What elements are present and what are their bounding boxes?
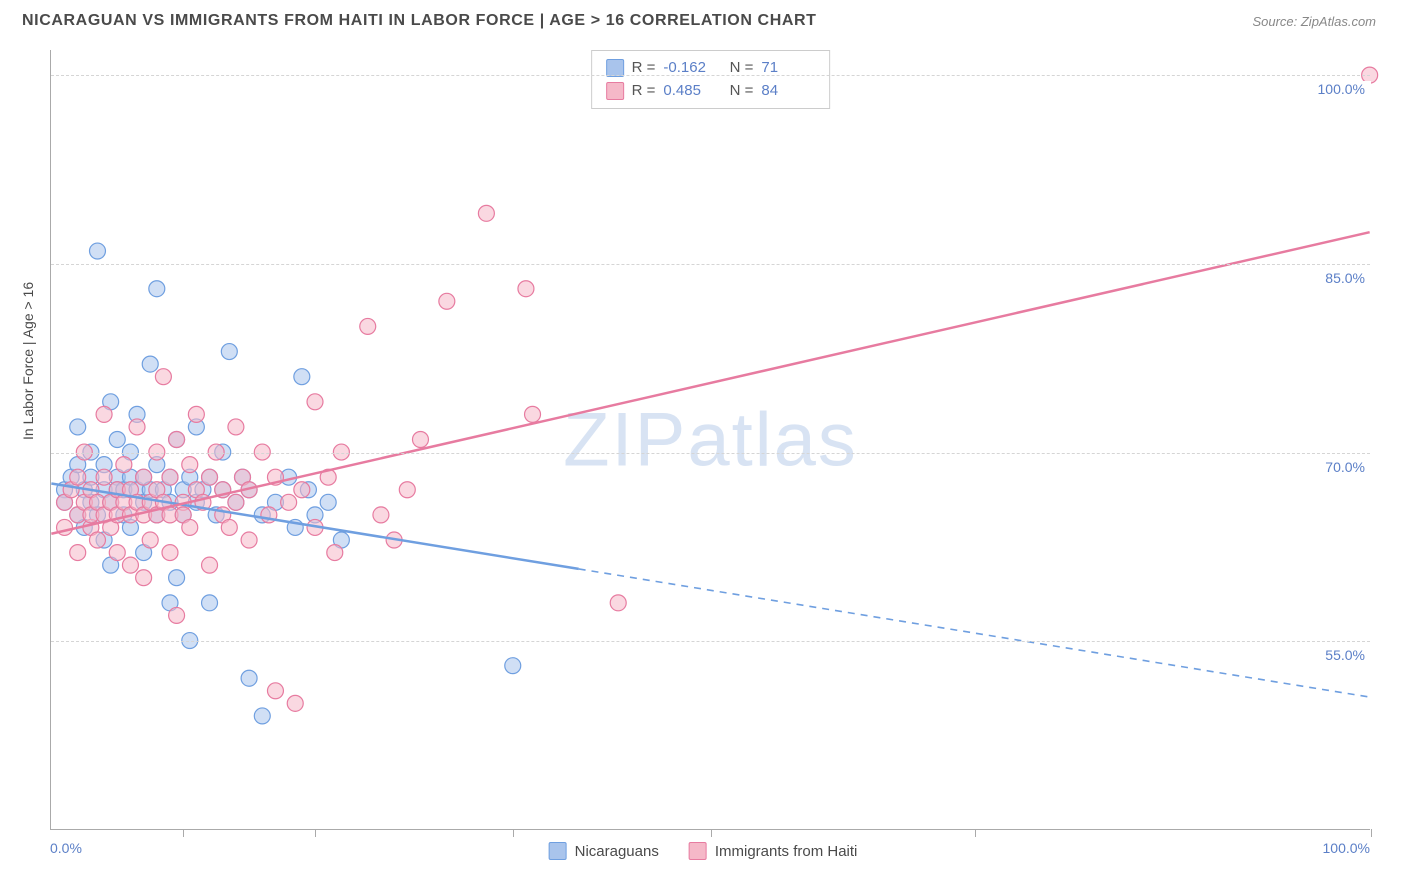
gridline [51, 453, 1370, 454]
trend-line [51, 232, 1369, 534]
y-tick-label: 70.0% [1325, 459, 1371, 475]
data-point [70, 469, 86, 485]
chart-area: ZIPatlas R =-0.162 N =71R =0.485 N =84 5… [50, 50, 1370, 830]
data-point [202, 557, 218, 573]
x-axis-start-label: 0.0% [50, 840, 82, 856]
data-point [307, 394, 323, 410]
y-axis-label: In Labor Force | Age > 16 [20, 282, 36, 440]
data-point [241, 670, 257, 686]
legend-label: Immigrants from Haiti [715, 843, 858, 860]
legend-label: Nicaraguans [575, 843, 659, 860]
data-point [116, 457, 132, 473]
data-point [439, 293, 455, 309]
data-point [188, 406, 204, 422]
data-point [254, 708, 270, 724]
legend-item: Immigrants from Haiti [689, 842, 858, 860]
scatter-plot [51, 50, 1370, 829]
y-tick-label: 55.0% [1325, 647, 1371, 663]
data-point [478, 205, 494, 221]
x-tick [975, 829, 976, 837]
data-point [327, 545, 343, 561]
data-point [70, 419, 86, 435]
page-title: NICARAGUAN VS IMMIGRANTS FROM HAITI IN L… [22, 12, 817, 30]
data-point [228, 494, 244, 510]
data-point [129, 419, 145, 435]
data-point [109, 432, 125, 448]
data-point [169, 607, 185, 623]
legend-item: Nicaraguans [549, 842, 659, 860]
data-point [294, 369, 310, 385]
data-point [169, 570, 185, 586]
data-point [89, 243, 105, 259]
x-tick [315, 829, 316, 837]
data-point [136, 469, 152, 485]
trend-line-extrapolated [579, 569, 1370, 697]
data-point [182, 519, 198, 535]
x-tick [183, 829, 184, 837]
data-point [142, 356, 158, 372]
data-point [162, 469, 178, 485]
data-point [267, 683, 283, 699]
data-point [228, 419, 244, 435]
data-point [373, 507, 389, 523]
data-point [155, 369, 171, 385]
data-point [360, 318, 376, 334]
data-point [221, 344, 237, 360]
data-point [505, 658, 521, 674]
data-point [287, 695, 303, 711]
x-axis-end-label: 100.0% [1323, 840, 1370, 856]
data-point [281, 494, 297, 510]
gridline [51, 641, 1370, 642]
x-tick [1371, 829, 1372, 837]
legend: Nicaraguans Immigrants from Haiti [549, 842, 858, 860]
x-tick [711, 829, 712, 837]
data-point [221, 519, 237, 535]
source-label: Source: ZipAtlas.com [1252, 14, 1376, 29]
data-point [525, 406, 541, 422]
data-point [399, 482, 415, 498]
data-point [162, 545, 178, 561]
data-point [142, 532, 158, 548]
y-tick-label: 85.0% [1325, 270, 1371, 286]
data-point [182, 457, 198, 473]
data-point [89, 532, 105, 548]
data-point [202, 469, 218, 485]
gridline [51, 264, 1370, 265]
data-point [149, 281, 165, 297]
y-tick-label: 100.0% [1318, 81, 1371, 97]
x-tick [513, 829, 514, 837]
data-point [518, 281, 534, 297]
legend-swatch [689, 842, 707, 860]
data-point [169, 432, 185, 448]
data-point [202, 595, 218, 611]
data-point [109, 545, 125, 561]
data-point [610, 595, 626, 611]
data-point [412, 432, 428, 448]
data-point [122, 557, 138, 573]
data-point [96, 406, 112, 422]
legend-swatch [549, 842, 567, 860]
data-point [241, 532, 257, 548]
data-point [136, 570, 152, 586]
data-point [320, 494, 336, 510]
data-point [96, 469, 112, 485]
data-point [294, 482, 310, 498]
data-point [70, 545, 86, 561]
gridline [51, 75, 1370, 76]
